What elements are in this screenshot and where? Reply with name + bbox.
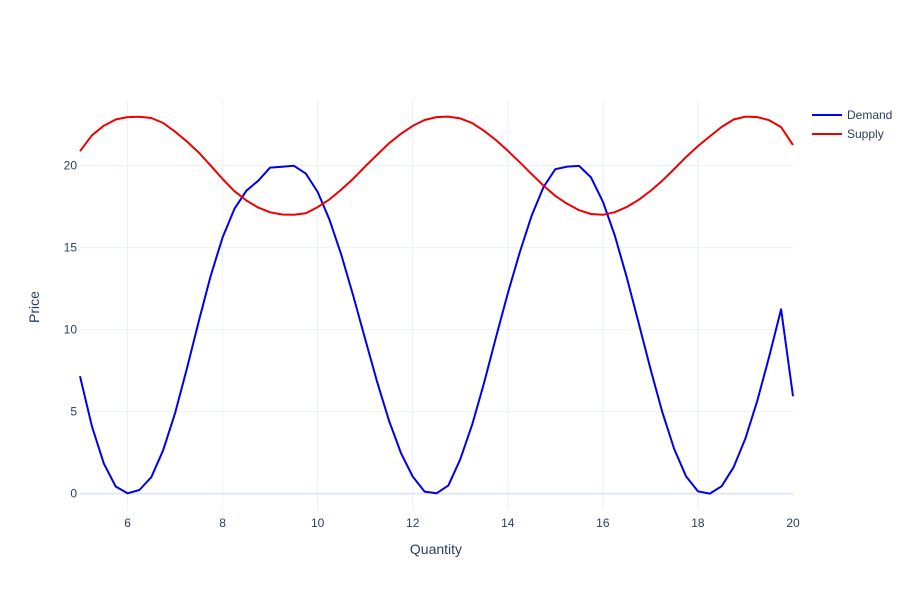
x-tick-label: 14 (501, 516, 515, 530)
y-tick-label: 10 (64, 323, 78, 337)
plot-area (79, 115, 794, 495)
x-tick-label: 8 (219, 516, 226, 530)
legend-label: Demand (847, 108, 892, 122)
tick-labels: 6 8 10 12 14 16 18 20 0 5 10 15 20 (64, 159, 800, 530)
y-tick-label: 20 (64, 159, 78, 173)
x-tick-label: 6 (124, 516, 131, 530)
y-tick-label: 15 (64, 241, 78, 255)
legend-item-supply[interactable]: Supply (812, 127, 884, 141)
x-tick-label: 12 (406, 516, 420, 530)
y-axis-title: Price (26, 291, 42, 323)
y-tick-label: 0 (70, 487, 77, 501)
series-line-supply[interactable] (79, 115, 794, 216)
y-tick-label: 5 (70, 405, 77, 419)
x-tick-label: 16 (596, 516, 610, 530)
x-tick-label: 18 (691, 516, 705, 530)
legend-item-demand[interactable]: Demand (812, 108, 892, 122)
legend[interactable]: Demand Supply (812, 108, 892, 141)
series-line-demand[interactable] (79, 164, 794, 495)
x-tick-label: 20 (786, 516, 800, 530)
legend-label: Supply (847, 127, 884, 141)
x-axis-title: Quantity (410, 541, 462, 557)
gridlines (80, 100, 793, 510)
x-tick-label: 10 (311, 516, 325, 530)
